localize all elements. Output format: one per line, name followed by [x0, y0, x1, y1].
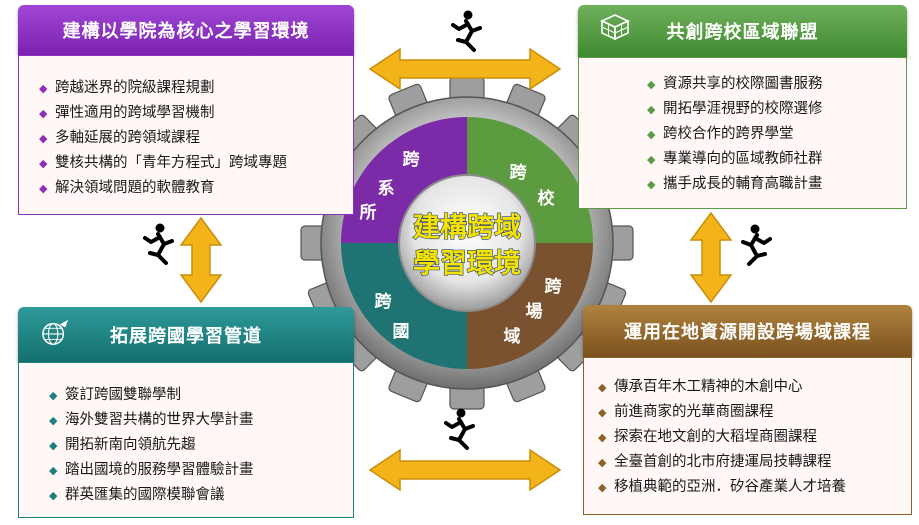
seg-br-char-2: 場	[526, 302, 543, 322]
diamond-bullet-icon: ◆	[647, 78, 656, 91]
diamond-bullet-icon: ◆	[49, 464, 58, 477]
panel-list-box: ◆ 傳承百年木工精神的木創中心 ◆ 前進商家的光華商圈課程 ◆ 探索在地文創的大稻埕商…	[583, 357, 912, 515]
list-item: ◆ 探索在地文創的大稻埕商圈課程	[598, 425, 911, 450]
list-item: ◆ 全臺首創的北市府捷運局技轉課程	[598, 450, 911, 475]
diamond-bullet-icon: ◆	[49, 439, 58, 452]
cube-grid-icon	[600, 14, 630, 41]
diamond-bullet-icon: ◆	[49, 414, 58, 427]
panel-list-box: ◆ 跨越迷界的院級課程規劃 ◆ 彈性適用的跨域學習機制 ◆ 多軸延展的跨領域課程 ◆ 雙…	[18, 55, 354, 215]
diamond-bullet-icon: ◆	[598, 456, 607, 469]
list-item: ◆ 雙核共構的「青年方程式」跨域專題	[39, 151, 353, 176]
diamond-bullet-icon: ◆	[647, 153, 656, 166]
diamond-bullet-icon: ◆	[598, 431, 607, 444]
list-item: ◆ 專業導向的區域教師社群	[647, 147, 906, 172]
center-title-line2: 學習環境	[413, 249, 521, 280]
panel-title: 建構以學院為核心之學習環境	[62, 21, 310, 42]
list-item: ◆ 解決領域問題的軟體教育	[39, 176, 353, 201]
globe-plane-icon	[42, 319, 69, 345]
diamond-bullet-icon: ◆	[39, 82, 48, 95]
diamond-bullet-icon: ◆	[39, 132, 48, 145]
center-title-line1: 建構跨域	[413, 213, 521, 244]
panel-header: 建構以學院為核心之學習環境	[18, 5, 354, 55]
list-item: ◆ 資源共享的校際圖書服務	[647, 72, 906, 97]
double-arrow-icon	[179, 216, 223, 304]
diamond-bullet-icon: ◆	[39, 107, 48, 120]
seg-tr-char-1: 跨	[510, 163, 528, 183]
diamond-bullet-icon: ◆	[647, 178, 656, 191]
running-person-icon	[143, 223, 174, 265]
panel-header: 共創跨校區域聯盟	[578, 5, 907, 57]
panel-list-box: ◆ 簽訂跨國雙聯學制 ◆ 海外雙習共構的世界大學計畫 ◆ 開拓新南向領航先趨 ◆ 踏出國…	[18, 362, 354, 518]
list-item: ◆ 踏出國境的服務學習體驗計畫	[49, 458, 353, 483]
panel-title: 拓展跨國學習管道	[110, 325, 262, 347]
running-person-icon	[741, 224, 772, 266]
list-item: ◆ 簽訂跨國雙聯學制	[49, 383, 353, 408]
diamond-bullet-icon: ◆	[647, 103, 656, 116]
diamond-bullet-icon: ◆	[49, 389, 58, 402]
double-arrow-icon	[368, 47, 562, 91]
seg-br-char-3: 域	[504, 326, 521, 347]
list-item: ◆ 海外雙習共構的世界大學計畫	[49, 408, 353, 433]
panel-title: 運用在地資源開設跨場域課程	[624, 322, 871, 343]
list-item: ◆ 開拓學涯視野的校際選修	[647, 97, 906, 122]
running-person-icon	[444, 408, 475, 450]
seg-tr-char-2: 校	[538, 188, 556, 209]
list-item: ◆ 開拓新南向領航先趨	[49, 433, 353, 458]
list-item: ◆ 跨越迷界的院級課程規劃	[39, 76, 353, 101]
list-item: ◆ 跨校合作的跨界學堂	[647, 122, 906, 147]
diamond-bullet-icon: ◆	[598, 406, 607, 419]
running-person-icon	[451, 10, 482, 52]
diamond-bullet-icon: ◆	[598, 481, 607, 494]
seg-bl-char-2: 國	[393, 322, 410, 342]
diamond-bullet-icon: ◆	[598, 381, 607, 394]
double-arrow-icon	[689, 211, 733, 304]
panel-title: 共創跨校區域聯盟	[666, 22, 819, 43]
double-arrow-icon	[368, 448, 562, 492]
list-item: ◆ 多軸延展的跨領域課程	[39, 126, 353, 151]
seg-tl-char-2: 系	[378, 179, 395, 199]
list-item: ◆ 移植典範的亞洲．矽谷產業人才培養	[598, 475, 911, 500]
diamond-bullet-icon: ◆	[647, 128, 656, 141]
panel-list-box: ◆ 資源共享的校際圖書服務 ◆ 開拓學涯視野的校際選修 ◆ 跨校合作的跨界學堂 ◆ 專業…	[578, 57, 907, 209]
diamond-bullet-icon: ◆	[49, 489, 58, 502]
diamond-bullet-icon: ◆	[39, 157, 48, 170]
gear-hub	[398, 174, 536, 312]
list-item: ◆ 群英匯集的國際模聯會議	[49, 483, 353, 508]
panel-header: 拓展跨國學習管道	[18, 307, 354, 362]
seg-br-char-1: 跨	[545, 277, 563, 297]
list-item: ◆ 攜手成長的輔育高職計畫	[647, 172, 906, 197]
seg-tl-char-1: 跨	[403, 150, 421, 170]
list-item: ◆ 傳承百年木工精神的木創中心	[598, 375, 911, 400]
list-item: ◆ 前進商家的光華商圈課程	[598, 400, 911, 425]
panel-header: 運用在地資源開設跨場域課程	[583, 305, 912, 357]
seg-bl-char-1: 跨	[375, 292, 393, 312]
diamond-bullet-icon: ◆	[39, 182, 48, 195]
seg-tl-char-3: 所	[360, 203, 377, 223]
list-item: ◆ 彈性適用的跨域學習機制	[39, 101, 353, 126]
